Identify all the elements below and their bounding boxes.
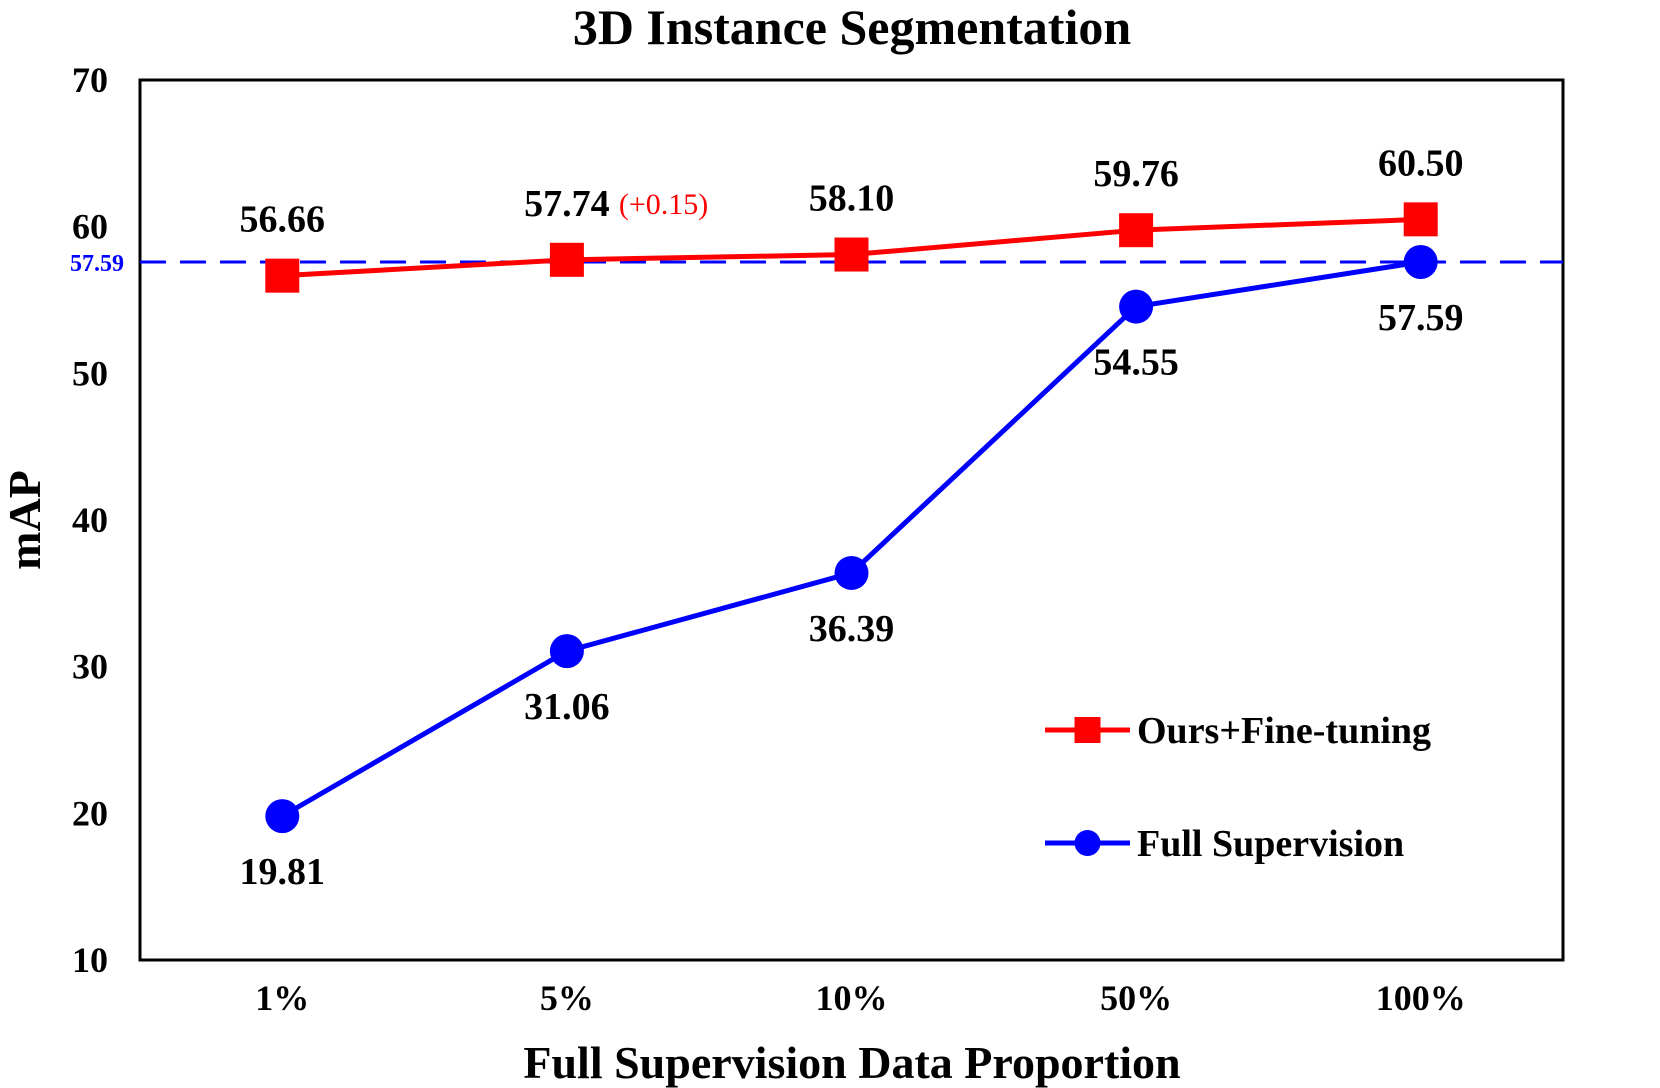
x-tick-label: 5% xyxy=(540,978,594,1018)
plot-area xyxy=(138,78,1565,962)
legend-marker-square xyxy=(1074,717,1101,743)
y-tick-label: 70 xyxy=(72,60,108,100)
data-point-circle xyxy=(1403,245,1438,280)
data-label: 31.06 xyxy=(524,686,610,728)
data-point-square xyxy=(265,258,300,293)
chart-title: 3D Instance Segmentation xyxy=(573,0,1132,55)
data-point-circle xyxy=(834,555,869,590)
data-label: 36.39 xyxy=(809,608,895,650)
data-label: 19.81 xyxy=(240,851,326,893)
data-point-circle xyxy=(549,634,584,669)
x-axis-ticks: 1% 5% 10% 50% 100% xyxy=(255,978,1465,1018)
y-tick-label: 10 xyxy=(72,940,108,980)
reference-line-group: 57.59 xyxy=(70,251,1563,277)
data-label: 60.50 xyxy=(1378,142,1464,184)
y-tick-label: 40 xyxy=(72,500,108,540)
legend-marker-circle xyxy=(1074,830,1101,856)
x-axis-title: Full Supervision Data Proportion xyxy=(523,1037,1180,1088)
y-axis-title: mAP xyxy=(0,470,50,570)
improvement-annotation: (+0.15) xyxy=(619,188,708,221)
legend-label: Ours+Fine-tuning xyxy=(1137,710,1431,752)
data-point-square xyxy=(1119,213,1154,248)
legend-label: Full Supervision xyxy=(1137,823,1404,865)
x-tick-label: 100% xyxy=(1376,978,1466,1018)
data-label: 54.55 xyxy=(1093,342,1179,384)
data-labels-group: 56.66 57.74 58.10 59.76 60.50 19.81 31.06 36.39… xyxy=(240,142,1464,893)
data-label: 57.74 xyxy=(524,183,610,225)
x-tick-label: 50% xyxy=(1100,978,1172,1018)
data-label: 57.59 xyxy=(1378,297,1464,339)
reference-line-label: 57.59 xyxy=(70,251,124,277)
data-point-square xyxy=(1403,202,1438,237)
y-tick-label: 30 xyxy=(72,647,108,687)
y-tick-label: 20 xyxy=(72,793,108,833)
y-tick-label: 50 xyxy=(72,353,108,393)
y-axis-ticks: 10 20 30 40 50 60 70 xyxy=(72,60,108,980)
x-tick-label: 1% xyxy=(255,978,309,1018)
data-label: 56.66 xyxy=(240,199,326,241)
x-tick-label: 10% xyxy=(816,978,888,1018)
series-group xyxy=(265,202,1438,834)
data-point-square xyxy=(549,242,584,277)
data-label: 58.10 xyxy=(809,178,895,220)
y-tick-label: 60 xyxy=(72,207,108,247)
legend: Ours+Fine-tuning Full Supervision xyxy=(1045,710,1431,865)
data-point-square xyxy=(834,237,869,272)
data-label: 59.76 xyxy=(1093,153,1179,195)
data-point-circle xyxy=(265,799,300,834)
data-point-circle xyxy=(1119,289,1154,324)
